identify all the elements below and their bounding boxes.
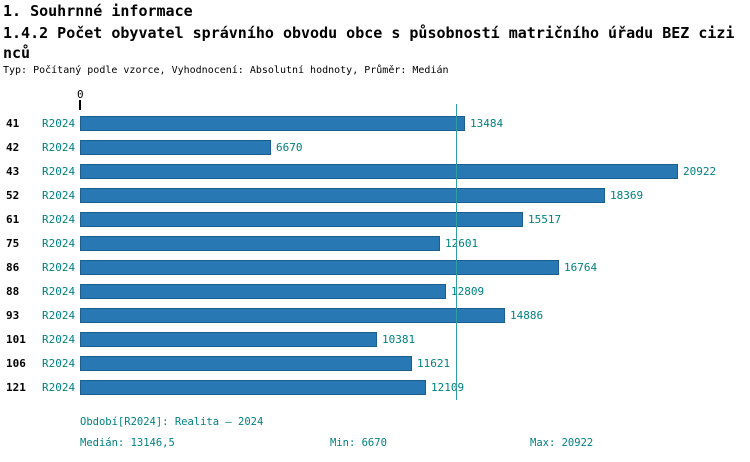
bar — [80, 116, 465, 131]
row-series-label: R2024 — [42, 237, 76, 250]
row-category-label: 42 — [6, 141, 20, 154]
chart-row: 93 R2024 14886 — [0, 304, 750, 328]
row-series-label: R2024 — [42, 117, 76, 130]
median-stat: Medián: 13146,5 — [80, 437, 175, 449]
bar-value-label: 11621 — [417, 357, 451, 370]
period-label: Období[R2024]: Realita – 2024 — [80, 416, 264, 428]
chart-row: 88 R2024 12809 — [0, 280, 750, 304]
bar — [80, 260, 559, 275]
chart-row: 101 R2024 10381 — [0, 328, 750, 352]
row-series-label: R2024 — [42, 213, 76, 226]
bar — [80, 284, 446, 299]
row-category-label: 86 — [6, 261, 20, 274]
x-axis-origin-label: 0 — [77, 88, 84, 101]
bar — [80, 356, 412, 371]
bar — [80, 236, 440, 251]
chart-title: 1.4.2 Počet obyvatel správního obvodu ob… — [3, 24, 735, 62]
page-title: 1. Souhrnné informace — [3, 2, 193, 20]
bar-value-label: 16764 — [564, 261, 598, 274]
max-stat: Max: 20922 — [530, 437, 594, 449]
bar — [80, 380, 426, 395]
row-category-label: 41 — [6, 117, 20, 130]
chart-row: 43 R2024 20922 — [0, 160, 750, 184]
row-series-label: R2024 — [42, 357, 76, 370]
row-category-label: 43 — [6, 165, 20, 178]
min-stat: Min: 6670 — [330, 437, 387, 449]
bar — [80, 188, 605, 203]
chart-row: 121 R2024 12109 — [0, 376, 750, 400]
row-category-label: 106 — [6, 357, 26, 370]
bar-value-label: 6670 — [276, 141, 303, 154]
bar-value-label: 10381 — [382, 333, 416, 346]
bar-value-label: 18369 — [610, 189, 644, 202]
chart-meta: Typ: Počítaný podle vzorce, Vyhodnocení:… — [3, 65, 449, 76]
bar-value-label: 12601 — [445, 237, 479, 250]
x-axis-origin-tick — [79, 100, 81, 110]
row-series-label: R2024 — [42, 141, 76, 154]
row-category-label: 61 — [6, 213, 20, 226]
bar — [80, 164, 678, 179]
row-series-label: R2024 — [42, 189, 76, 202]
row-category-label: 121 — [6, 381, 26, 394]
bar-value-label: 14886 — [510, 309, 544, 322]
row-category-label: 101 — [6, 333, 26, 346]
row-category-label: 75 — [6, 237, 20, 250]
bar — [80, 308, 505, 323]
row-category-label: 93 — [6, 309, 20, 322]
bar-value-label: 20922 — [683, 165, 717, 178]
bar — [80, 140, 271, 155]
chart-row: 41 R2024 13484 — [0, 112, 750, 136]
chart-row: 106 R2024 11621 — [0, 352, 750, 376]
row-series-label: R2024 — [42, 333, 76, 346]
chart-row: 86 R2024 16764 — [0, 256, 750, 280]
row-category-label: 88 — [6, 285, 20, 298]
row-series-label: R2024 — [42, 261, 76, 274]
bar-value-label: 12109 — [431, 381, 465, 394]
chart-row: 42 R2024 6670 — [0, 136, 750, 160]
bar-value-label: 13484 — [470, 117, 504, 130]
chart-row: 61 R2024 15517 — [0, 208, 750, 232]
bar-value-label: 15517 — [528, 213, 562, 226]
row-series-label: R2024 — [42, 381, 76, 394]
chart-row: 75 R2024 12601 — [0, 232, 750, 256]
bar — [80, 212, 523, 227]
chart-row: 52 R2024 18369 — [0, 184, 750, 208]
median-line — [456, 104, 457, 400]
bar-value-label: 12809 — [451, 285, 485, 298]
row-series-label: R2024 — [42, 309, 76, 322]
bar — [80, 332, 377, 347]
bar-chart: 41 R2024 13484 42 R2024 6670 43 R2024 20922 52 R20… — [0, 112, 750, 402]
row-series-label: R2024 — [42, 165, 76, 178]
row-series-label: R2024 — [42, 285, 76, 298]
row-category-label: 52 — [6, 189, 20, 202]
